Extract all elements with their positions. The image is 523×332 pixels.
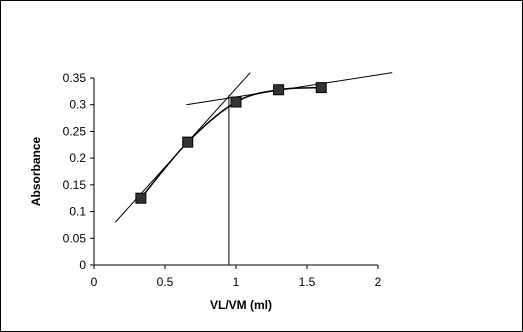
- x-tick-label: 1: [233, 275, 240, 289]
- y-tick-label: 0.35: [63, 71, 87, 85]
- y-tick-label: 0.05: [63, 231, 87, 245]
- data-markers: [135, 82, 327, 204]
- x-tick-label: 0.5: [157, 275, 174, 289]
- axes: [90, 77, 379, 269]
- y-tick-label: 0.1: [69, 205, 86, 219]
- y-tick-label: 0.2: [69, 151, 86, 165]
- y-tick-label: 0.15: [63, 178, 87, 192]
- y-tick-label: 0.25: [63, 124, 87, 138]
- data-point-2: [182, 136, 194, 148]
- y-tick-label: 0: [79, 258, 86, 272]
- x-tick-label: 2: [375, 275, 382, 289]
- y-axis-title: Absorbance: [29, 137, 43, 207]
- x-tick-label: 1.5: [299, 275, 316, 289]
- tick-labels: 0 0.05 0.1 0.15 0.2 0.25 0.3 0.35 0 0.5 1 1.5 2: [63, 71, 382, 289]
- data-point-1: [135, 192, 147, 204]
- data-point-4: [273, 84, 285, 96]
- y-tick-label: 0.3: [69, 98, 86, 112]
- tangent-lines: [114, 72, 393, 265]
- data-point-3: [230, 96, 242, 108]
- x-axis-title: VL/VM (ml): [210, 298, 272, 312]
- x-tick-label: 0: [91, 275, 98, 289]
- data-point-5: [315, 82, 327, 94]
